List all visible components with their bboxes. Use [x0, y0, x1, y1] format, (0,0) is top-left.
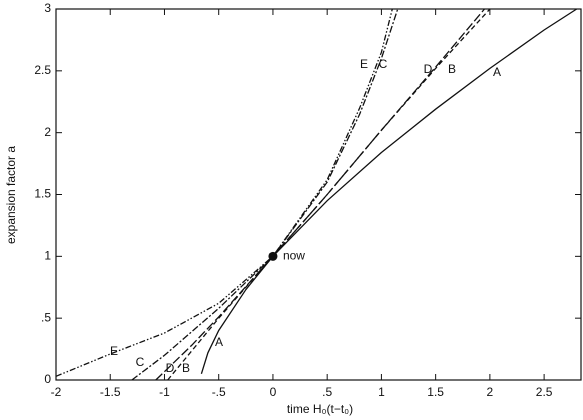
y-tick-label: 0 — [44, 372, 51, 386]
x-tick-label: -.5 — [212, 385, 226, 399]
y-tick-label: 1 — [44, 249, 51, 263]
curve — [55, 8, 393, 377]
x-tick-label: -2 — [51, 385, 62, 399]
x-tick-label: -1.5 — [100, 385, 121, 399]
curve-label: E — [360, 57, 368, 71]
curve-label: B — [448, 62, 456, 76]
y-tick-label: 2 — [44, 125, 51, 139]
now-point — [268, 251, 278, 261]
curve-label: E — [110, 344, 118, 358]
curve-label: A — [493, 65, 501, 79]
y-axis-label: expansion factor a — [4, 146, 18, 244]
curve — [131, 8, 399, 381]
curve-label: D — [424, 62, 433, 76]
x-tick-label: 0 — [270, 385, 277, 399]
x-tick-label: 1.5 — [427, 385, 444, 399]
curve — [200, 8, 578, 374]
x-axis-label: time H₀(t−t₀) — [287, 402, 353, 416]
x-tick-label: -1 — [159, 385, 170, 399]
y-tick-label: 3 — [44, 1, 51, 15]
y-tick-label: 2.5 — [34, 63, 51, 77]
curve-label: C — [136, 355, 145, 369]
curve — [155, 8, 485, 381]
curve-label: A — [215, 335, 223, 349]
y-tick-label: .5 — [41, 310, 51, 324]
curve-label: C — [379, 57, 388, 71]
x-tick-label: 2 — [487, 385, 494, 399]
curve-label: D — [166, 361, 175, 375]
curve-label: B — [182, 361, 190, 375]
x-tick-label: .5 — [322, 385, 332, 399]
x-tick-label: 1 — [378, 385, 385, 399]
x-tick-label: 2.5 — [536, 385, 553, 399]
y-tick-label: 1.5 — [34, 187, 51, 201]
curve — [167, 8, 491, 381]
now-label: now — [283, 249, 305, 263]
